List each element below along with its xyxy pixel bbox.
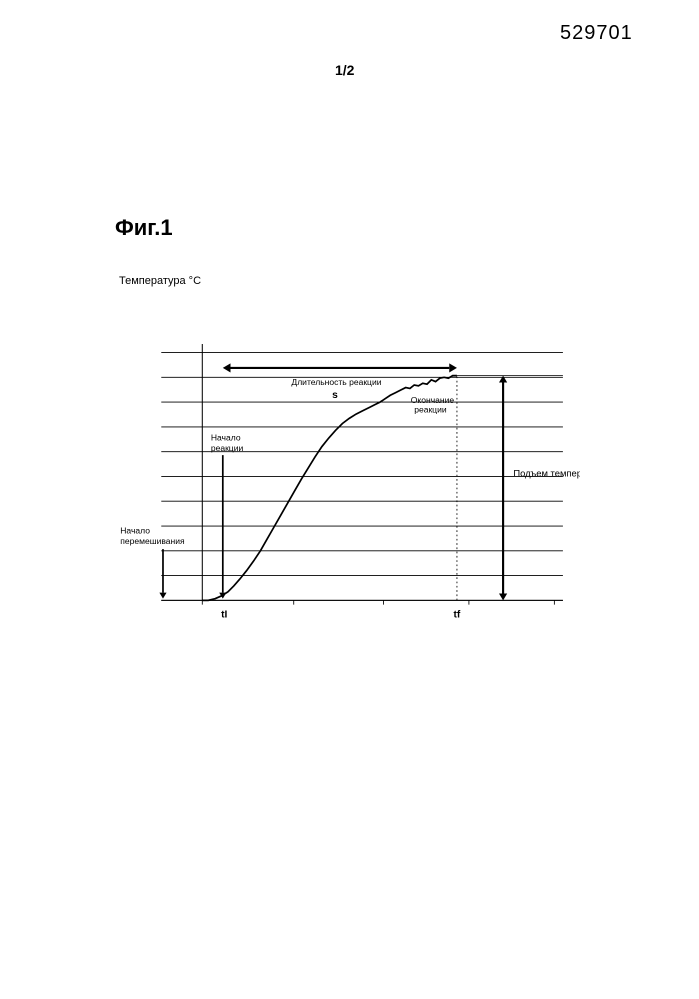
start-label-1: Начало (211, 433, 241, 443)
chart-svg: Длительность реакцииsНачалореакцииОконча… (110, 320, 580, 650)
page: 529701 1/2 Фиг.1 Температура °C Длительн… (0, 0, 699, 999)
page-number: 1/2 (335, 62, 354, 78)
y-axis-label: Температура °C (119, 275, 201, 287)
s-label: s (332, 390, 338, 401)
duration-label: Длительность реакции (291, 377, 381, 387)
plot-area: Длительность реакцииsНачалореакцииОконча… (110, 320, 580, 650)
start-label-2: реакции (211, 443, 244, 453)
mix-label-1: Начало (120, 526, 150, 536)
rise-label: Подъем температуры (513, 467, 580, 478)
figure-title: Фиг.1 (115, 215, 173, 241)
tick-tf: tf (454, 609, 461, 620)
tick-ti: tI (221, 609, 227, 620)
mix-label-2: перемешивания (120, 536, 185, 546)
end-label-1: Окончание (411, 395, 455, 405)
document-id: 529701 (560, 22, 633, 45)
end-label-2: реакции (414, 404, 447, 414)
